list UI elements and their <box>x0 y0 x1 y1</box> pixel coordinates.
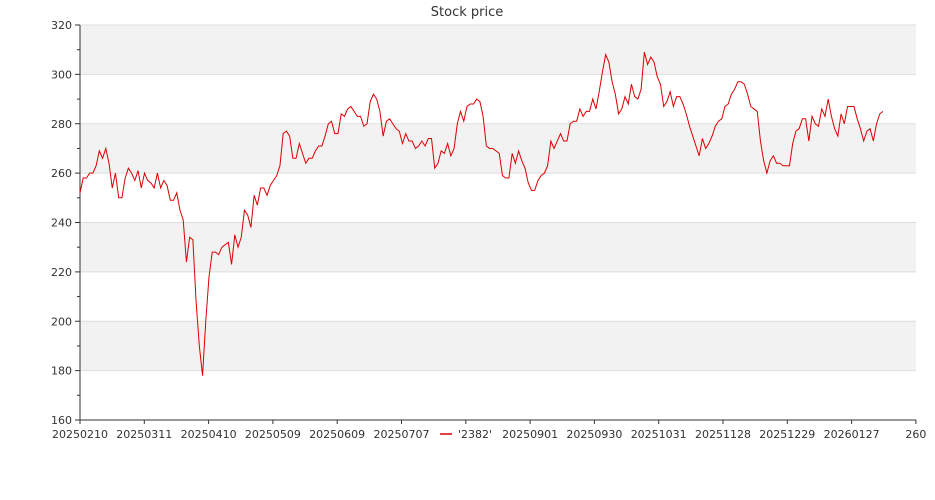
x-tick-label: 20250707 <box>374 428 430 441</box>
y-tick-label: 240 <box>51 217 72 230</box>
chart-title: Stock price <box>431 5 503 20</box>
y-tick-label: 160 <box>51 414 72 427</box>
y-tick-label: 200 <box>51 315 72 328</box>
x-tick-label: 20250609 <box>309 428 365 441</box>
x-tick-label: 20250311 <box>116 428 172 441</box>
y-tick-label: 320 <box>51 19 72 32</box>
x-tick-label: 20260127 <box>824 428 880 441</box>
legend-label: '2382' <box>458 428 492 441</box>
y-axis-ticks: 160 180 200 220 240 260 280 300 320 <box>51 19 80 427</box>
legend-background <box>434 425 500 443</box>
legend[interactable]: '2382' <box>434 425 500 443</box>
y-tick-label: 280 <box>51 118 72 131</box>
y-tick-label: 260 <box>51 167 72 180</box>
x-tick-label: 20250509 <box>245 428 301 441</box>
grid-band <box>80 321 916 371</box>
y-tick-label: 300 <box>51 68 72 81</box>
grid-band <box>80 25 916 75</box>
x-tick-label: 20250210 <box>52 428 108 441</box>
series-line-2382 <box>79 52 884 376</box>
x-tick-label: 20250901 <box>502 428 558 441</box>
background-bands <box>80 25 916 371</box>
x-tick-label: 20251229 <box>759 428 815 441</box>
x-tick-label: 20251128 <box>695 428 751 441</box>
x-tick-label: 260 <box>905 428 926 441</box>
x-tick-label: 20251031 <box>631 428 687 441</box>
x-tick-label: 20250410 <box>181 428 237 441</box>
y-tick-label: 220 <box>51 266 72 279</box>
grid-band <box>80 222 916 272</box>
y-tick-label: 180 <box>51 365 72 378</box>
x-tick-label: 20250930 <box>566 428 622 441</box>
grid-band <box>80 123 916 174</box>
